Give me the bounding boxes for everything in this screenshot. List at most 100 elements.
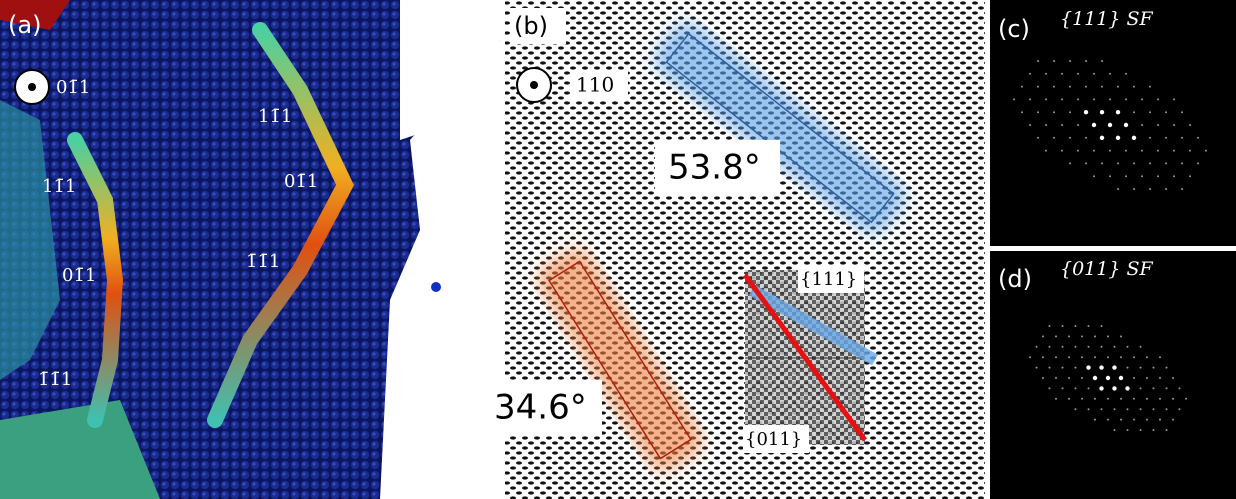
diffraction-spot xyxy=(1053,86,1055,88)
diffraction-spot xyxy=(1146,377,1148,379)
diffraction-spot xyxy=(1075,367,1077,369)
diffraction-spot xyxy=(1061,150,1063,152)
diffraction-spot xyxy=(1133,377,1135,379)
diffraction-spot xyxy=(1077,98,1079,100)
diffraction-spot xyxy=(1149,137,1151,139)
diffraction-spot xyxy=(1189,124,1191,126)
diffraction-spot xyxy=(1109,175,1111,177)
view-direction: 110 xyxy=(576,73,614,97)
diffraction-spot xyxy=(1149,188,1151,190)
diffraction-spot xyxy=(1189,175,1191,177)
diffraction-spot xyxy=(1069,111,1071,113)
diffraction-spot xyxy=(1172,377,1174,379)
diffraction-spot xyxy=(1075,408,1077,410)
diffraction-spot xyxy=(1099,365,1103,369)
diffraction-spot xyxy=(1153,367,1155,369)
diffraction-spot xyxy=(1107,419,1109,421)
diffraction-spot xyxy=(1062,367,1064,369)
diffraction-spot xyxy=(1107,398,1109,400)
panel-d: (d) {011} SF xyxy=(990,251,1236,499)
diffraction-spot xyxy=(1173,150,1175,152)
diffraction-spot xyxy=(1133,356,1135,358)
plane-label: 01̄1 xyxy=(284,171,318,192)
diffraction-spot xyxy=(1062,325,1064,327)
diffraction-spot xyxy=(1140,346,1142,348)
panel-c: (c) {111} SF xyxy=(990,0,1236,246)
diffraction-spot xyxy=(1068,398,1070,400)
diffraction-spot xyxy=(1189,150,1191,152)
diffraction-spot xyxy=(1085,86,1087,88)
diffraction-spot xyxy=(1117,86,1119,88)
diffraction-spot xyxy=(1037,86,1039,88)
diffraction-spot xyxy=(1077,73,1079,75)
diffraction-spot xyxy=(1166,367,1168,369)
diffraction-spot xyxy=(1037,111,1039,113)
diffraction-spot xyxy=(1062,387,1064,389)
diffraction-spot xyxy=(1109,73,1111,75)
diffraction-spot xyxy=(1109,98,1111,100)
diffraction-spot xyxy=(1120,356,1122,358)
diffraction-spot xyxy=(1100,136,1104,140)
figure: (a) 01̄1 11̄1 01̄1 1̄1̄1 11̄1 01̄1 1̄1̄1… xyxy=(0,0,1236,499)
diffraction-spot xyxy=(1069,86,1071,88)
diffraction-spot xyxy=(1146,398,1148,400)
diffraction-spot xyxy=(1133,419,1135,421)
diffraction-spot xyxy=(1173,175,1175,177)
diffraction-spot xyxy=(1133,111,1135,113)
diffraction-spot xyxy=(1062,346,1064,348)
diffraction-spot xyxy=(1042,335,1044,337)
diffraction-spot xyxy=(1149,111,1151,113)
diffraction-spot xyxy=(1140,408,1142,410)
diffraction-spot xyxy=(1093,98,1095,100)
diffraction-spot xyxy=(1049,367,1051,369)
diffraction-spot xyxy=(1112,386,1116,390)
diffraction-spot xyxy=(1133,398,1135,400)
diffraction-spot xyxy=(1173,98,1175,100)
diffraction-spot xyxy=(1107,335,1109,337)
diffraction-spot xyxy=(1114,429,1116,431)
diffraction-spot xyxy=(1084,110,1088,114)
diffraction-spot xyxy=(1172,398,1174,400)
diffraction-spot xyxy=(1068,377,1070,379)
diffraction-spot xyxy=(1042,377,1044,379)
diffraction-spot xyxy=(1101,162,1103,164)
diffraction-spot xyxy=(1101,346,1103,348)
diffraction-spot xyxy=(1133,162,1135,164)
diffraction-spot xyxy=(1037,60,1039,62)
diffraction-spot xyxy=(1042,356,1044,358)
angle-label: 53.8° xyxy=(668,148,761,188)
diffraction-spot xyxy=(1141,150,1143,152)
diffraction-spot xyxy=(1166,387,1168,389)
diffraction-spot xyxy=(1125,98,1127,100)
diffraction-spot xyxy=(1037,137,1039,139)
plane-label: {111} xyxy=(800,269,857,290)
plane-label: {011} xyxy=(745,429,802,450)
diffraction-spot xyxy=(1127,429,1129,431)
diffraction-spot xyxy=(1205,150,1207,152)
diffraction-spot xyxy=(1069,137,1071,139)
diffraction-spot xyxy=(1146,356,1148,358)
diffraction-spot xyxy=(1061,73,1063,75)
diffraction-spot xyxy=(1029,356,1031,358)
diffraction-spot xyxy=(1106,376,1110,380)
diffraction-spot xyxy=(1141,98,1143,100)
diffraction-spot xyxy=(1166,408,1168,410)
diffraction-spot xyxy=(1133,188,1135,190)
diffraction-spot xyxy=(1049,325,1051,327)
diffraction-spot xyxy=(1179,408,1181,410)
diffraction-spot xyxy=(1119,376,1123,380)
plane-label: 11̄1 xyxy=(258,106,292,127)
diffraction-spot xyxy=(1093,150,1095,152)
diffraction-spot xyxy=(1159,356,1161,358)
diffraction-spot xyxy=(1101,86,1103,88)
diffraction-spot xyxy=(1093,376,1097,380)
diffraction-spot xyxy=(1029,73,1031,75)
diffraction-spot xyxy=(1197,162,1199,164)
diffraction-spot xyxy=(1140,367,1142,369)
diffraction-spot xyxy=(1068,335,1070,337)
diffraction-spot xyxy=(1141,124,1143,126)
diffraction-spot xyxy=(1165,188,1167,190)
diffraction-spot xyxy=(1159,398,1161,400)
diffraction-spot xyxy=(1094,356,1096,358)
diffraction-spot xyxy=(1049,387,1051,389)
